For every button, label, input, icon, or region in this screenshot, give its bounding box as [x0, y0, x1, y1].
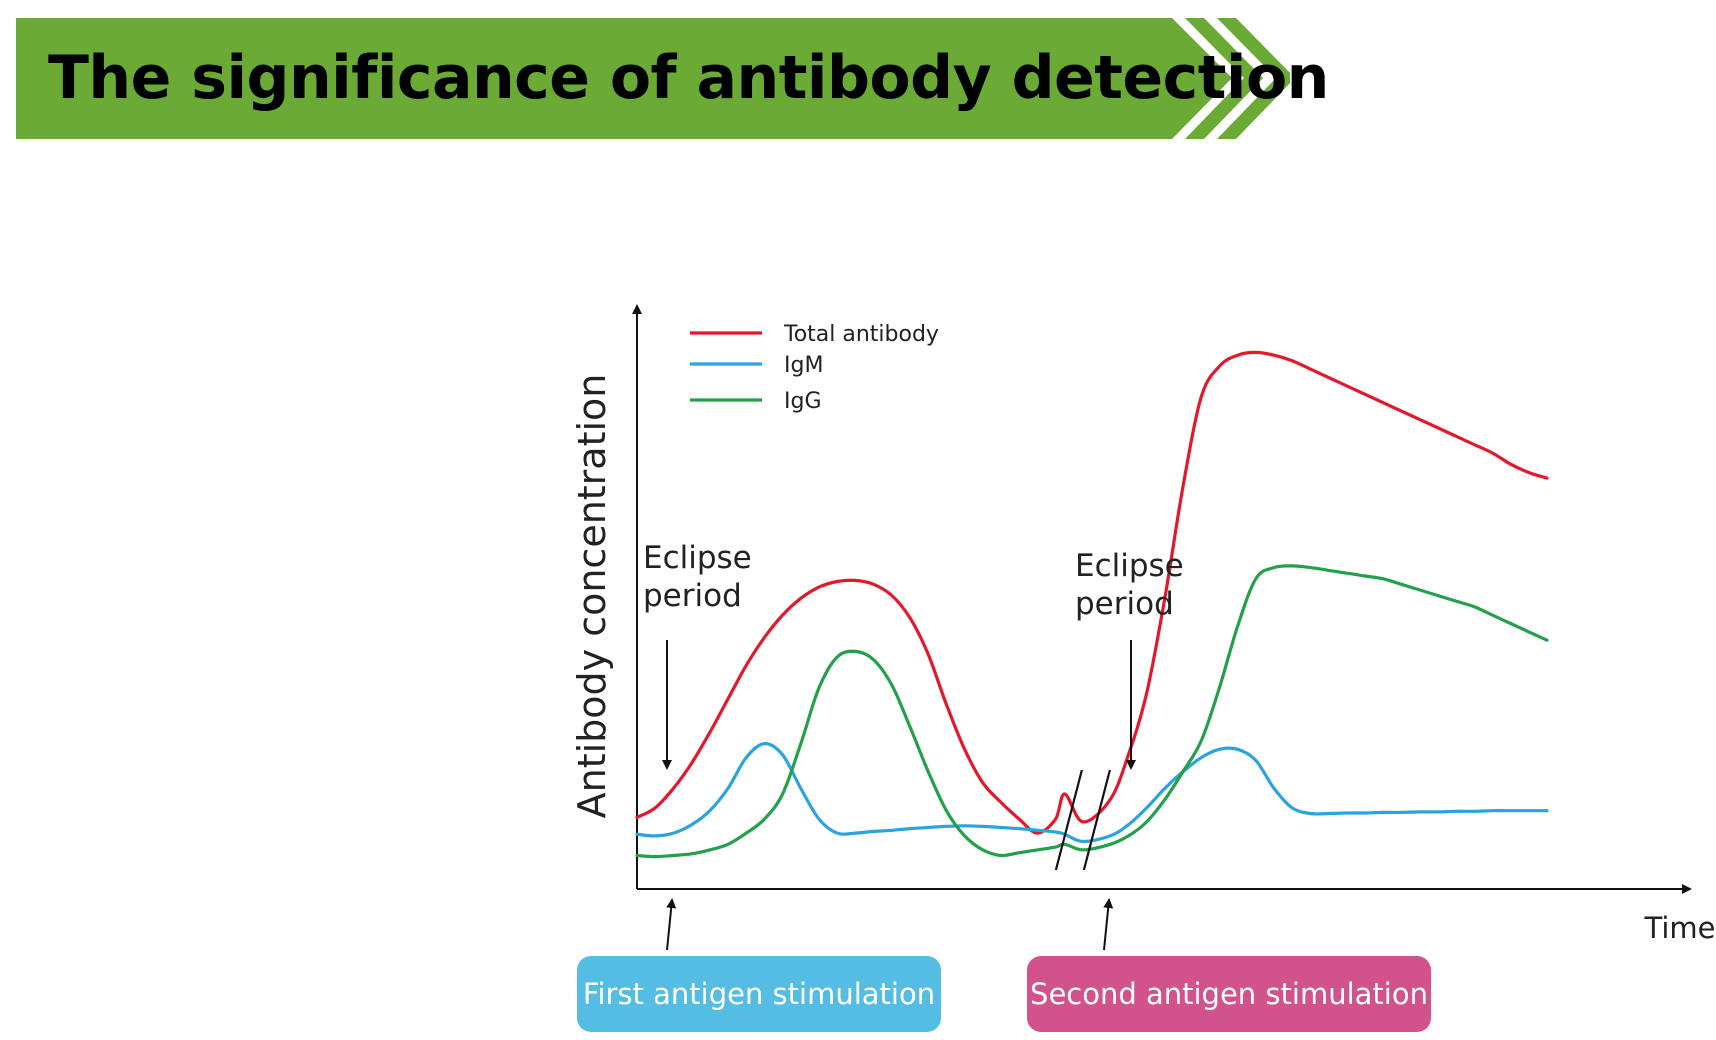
page-title: The significance of antibody detection	[48, 43, 1329, 113]
y-axis-label: Antibody concentration	[570, 374, 614, 819]
series-layer	[635, 350, 1549, 859]
chart-legend: Total antibody IgM IgG	[690, 322, 939, 414]
title-banner: The significance of antibody detection	[0, 0, 1329, 160]
event-markers	[666, 898, 1114, 951]
banner-background	[16, 18, 1290, 139]
axis-break	[1054, 769, 1111, 871]
eclipse-period-label: Eclipse period	[1075, 548, 1184, 622]
antigen-stimulation-arrow	[666, 898, 677, 951]
second-antigen-stimulation-label: Second antigen stimulation	[1027, 956, 1431, 1032]
eclipse-period-label: Eclipse period	[643, 540, 752, 614]
antigen-stimulation-arrow	[1103, 898, 1114, 951]
legend-label-total-antibody: Total antibody	[783, 322, 939, 347]
series-line-igg	[635, 564, 1549, 859]
series-line-total-antibody	[635, 350, 1549, 835]
legend-label-igm: IgM	[784, 353, 823, 378]
chevron-icon	[1185, 18, 1263, 139]
x-axis-label: Time	[1644, 911, 1716, 945]
axis-break-mark	[1054, 769, 1083, 871]
axis-break-mark	[1082, 769, 1111, 871]
chevron-icon	[1217, 18, 1290, 139]
annotations: Eclipse period Eclipse period	[643, 540, 1184, 770]
legend-label-igg: IgG	[784, 389, 822, 414]
series-line-igm	[635, 742, 1549, 844]
banner-shape	[16, 18, 1232, 139]
chart-axes	[632, 304, 1692, 894]
first-antigen-stimulation-label: First antigen stimulation	[577, 956, 941, 1032]
